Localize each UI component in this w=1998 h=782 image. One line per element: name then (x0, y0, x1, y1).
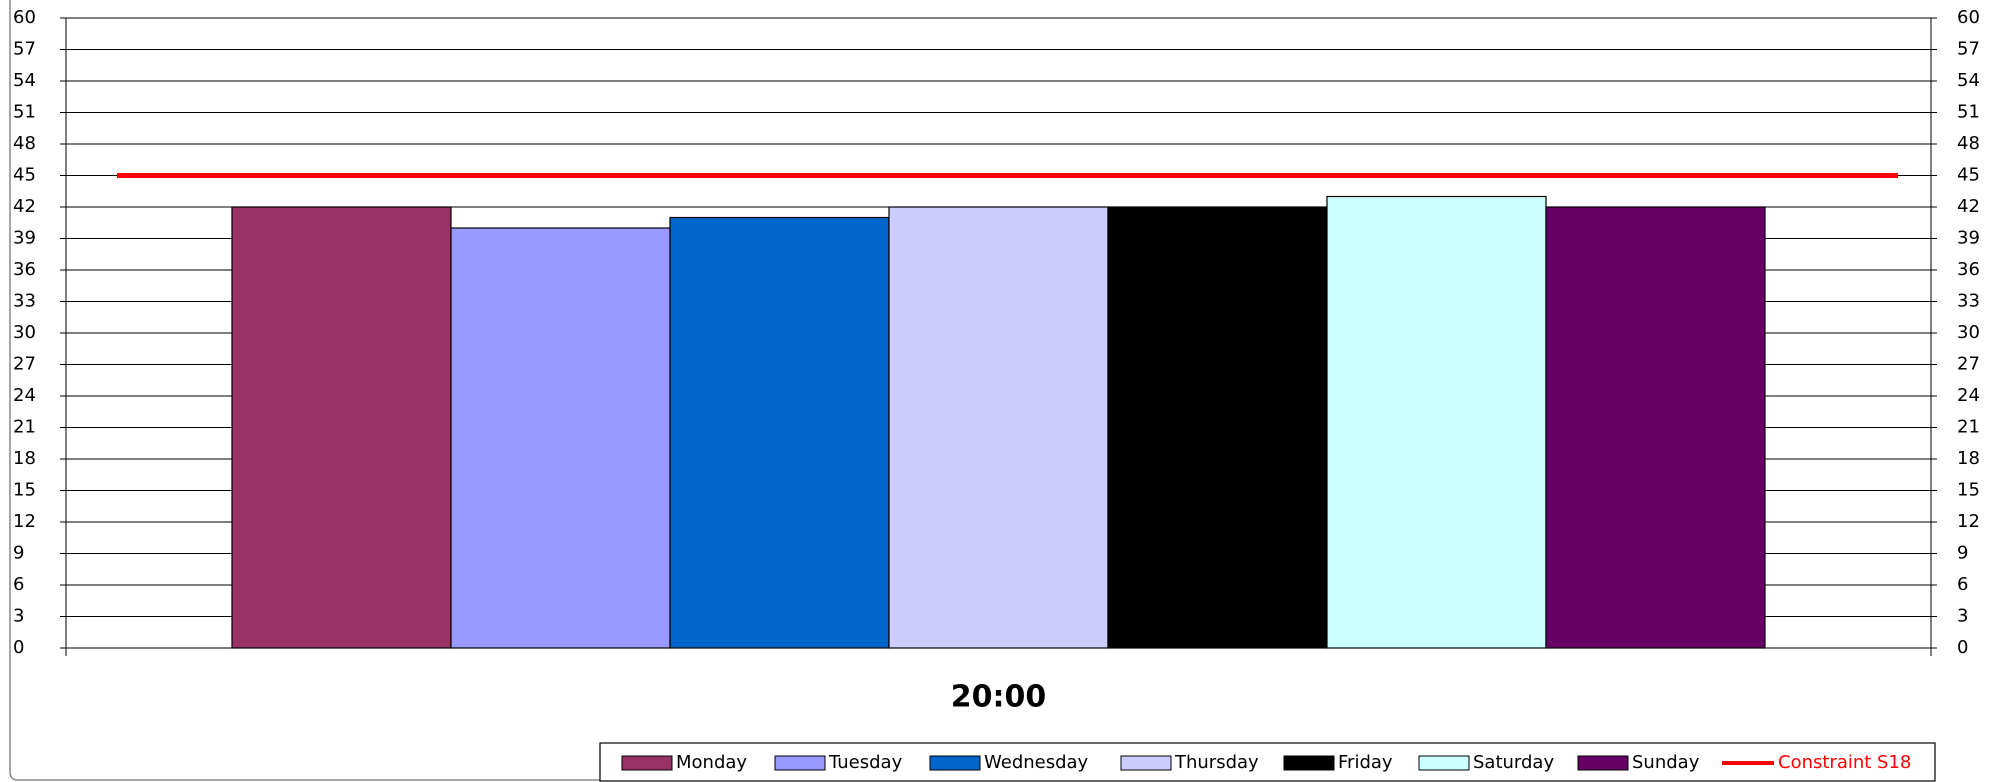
y2-tick-label: 45 (1957, 165, 1980, 186)
legend-swatch (1577, 755, 1629, 771)
y2-tick-label: 48 (1957, 133, 1980, 154)
y2-tick-label: 36 (1957, 259, 1980, 280)
y-tick-label: 36 (13, 259, 36, 280)
legend-label: Tuesday (828, 752, 903, 773)
bar (231, 206, 452, 649)
y-tick-label: 15 (13, 480, 36, 501)
y2-tick-label: 9 (1957, 543, 1968, 564)
y-tick-label: 48 (13, 133, 36, 154)
y2-tick-label: 33 (1957, 291, 1980, 312)
y2-tick-label: 51 (1957, 102, 1980, 123)
legend-label: Monday (676, 752, 747, 773)
chart-frame (9, 0, 600, 781)
y-tick-label: 42 (13, 196, 36, 217)
y-tick-label: 57 (13, 39, 36, 60)
y-tick-label: 60 (13, 7, 36, 28)
bar (1107, 206, 1328, 649)
legend-swatch (1418, 755, 1470, 771)
legend-label: Friday (1338, 752, 1393, 773)
bar (669, 216, 890, 649)
y2-tick-label: 60 (1957, 7, 1980, 28)
y-tick-label: 39 (13, 228, 36, 249)
y2-tick-label: 18 (1957, 448, 1980, 469)
y-tick-label: 30 (13, 322, 36, 343)
y-tick-label: 54 (13, 70, 36, 91)
legend-swatch (621, 755, 673, 771)
y2-tick-label: 27 (1957, 354, 1980, 375)
legend-swatch (774, 755, 826, 771)
legend-label: Sunday (1632, 752, 1700, 773)
y-tick-label: 45 (13, 165, 36, 186)
legend-swatch (1283, 755, 1335, 771)
y2-tick-label: 30 (1957, 322, 1980, 343)
y-tick-label: 12 (13, 511, 36, 532)
y2-tick-label: 12 (1957, 511, 1980, 532)
y2-tick-label: 21 (1957, 417, 1980, 438)
bar (1326, 195, 1547, 649)
legend-swatch (929, 755, 981, 771)
y-tick-label: 0 (13, 637, 24, 658)
y2-tick-label: 0 (1957, 637, 1968, 658)
legend-label: Constraint S18 (1778, 752, 1911, 773)
y-tick-label: 9 (13, 543, 24, 564)
bar (1545, 206, 1766, 649)
y2-tick-label: 39 (1957, 228, 1980, 249)
y2-tick-label: 42 (1957, 196, 1980, 217)
y-tick-label: 27 (13, 354, 36, 375)
y2-tick-label: 24 (1957, 385, 1980, 406)
y-tick-label: 3 (13, 606, 24, 627)
y2-tick-label: 3 (1957, 606, 1968, 627)
y2-tick-label: 15 (1957, 480, 1980, 501)
x-tick-label: 20:00 (951, 680, 1047, 715)
bar (888, 206, 1109, 649)
y2-tick-label: 54 (1957, 70, 1980, 91)
legend-label: Wednesday (984, 752, 1089, 773)
y-tick-label: 51 (13, 102, 36, 123)
y-tick-label: 18 (13, 448, 36, 469)
legend-box (599, 742, 1936, 782)
legend-label: Saturday (1473, 752, 1554, 773)
y-tick-label: 21 (13, 417, 36, 438)
y2-tick-label: 6 (1957, 574, 1968, 595)
y-tick-label: 33 (13, 291, 36, 312)
legend-swatch (1120, 755, 1172, 771)
y-tick-label: 6 (13, 574, 24, 595)
y2-tick-label: 57 (1957, 39, 1980, 60)
legend-label: Thursday (1174, 752, 1259, 773)
bar (450, 227, 671, 649)
y-tick-label: 24 (13, 385, 36, 406)
